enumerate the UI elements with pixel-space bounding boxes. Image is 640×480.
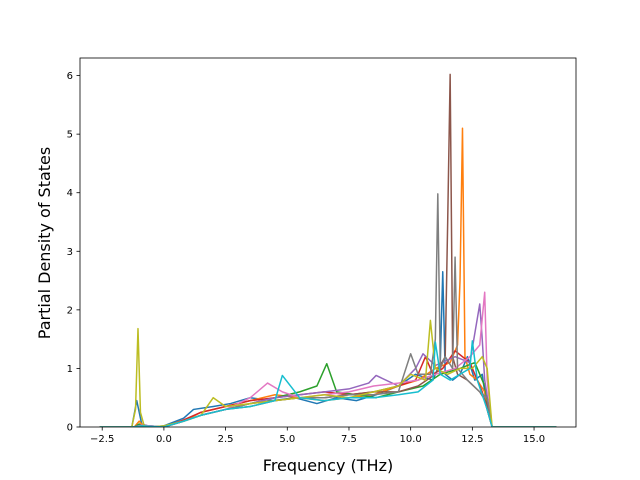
x-tick-label: 10.0	[400, 434, 422, 445]
x-tick-label: 2.5	[218, 434, 234, 445]
axes-frame	[79, 57, 577, 428]
y-axis-label: Partial Density of States	[35, 147, 54, 339]
x-tick-label: 15.0	[523, 434, 545, 445]
series-line-9	[99, 319, 557, 427]
axes-layer: −2.5 0.0 2.5 5.0 7.5 10.0 12.5 15.0 0 1 2 3 4 5 6	[67, 57, 577, 445]
x-tick-label: 5.0	[279, 434, 295, 445]
series-line-3	[99, 361, 557, 427]
series-line-10	[99, 340, 557, 427]
y-tick-label: 3	[67, 247, 73, 258]
y-tick-label: 5	[67, 130, 73, 141]
y-tick-label: 0	[67, 423, 73, 434]
x-tick-label: 0.0	[156, 434, 172, 445]
x-tick-label: −2.5	[90, 434, 114, 445]
series-layer	[99, 73, 557, 427]
x-axis-label: Frequency (THz)	[263, 456, 393, 475]
y-tick-label: 6	[67, 71, 73, 82]
y-tick-label: 2	[67, 305, 73, 316]
y-tick-label: 4	[67, 188, 73, 199]
x-tick-label: 7.5	[341, 434, 357, 445]
y-tick-label: 1	[67, 364, 73, 375]
x-tick-label: 12.5	[461, 434, 483, 445]
